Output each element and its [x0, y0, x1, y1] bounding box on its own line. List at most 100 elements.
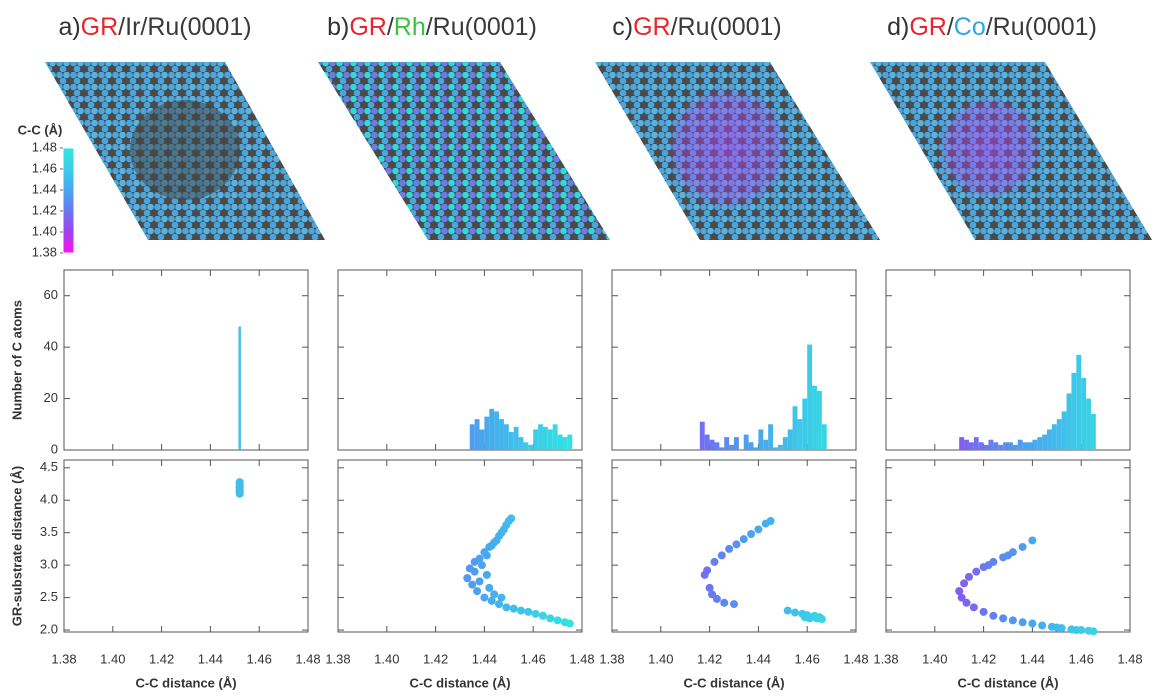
- y-tick-label: 4.0: [40, 492, 58, 507]
- histogram-bar: [734, 437, 739, 450]
- histogram-plot: [885, 269, 1131, 451]
- histogram-bar: [719, 447, 725, 450]
- plot-frame: [885, 459, 1131, 633]
- histogram-plot: 0 20 40 60 Number of C atoms: [9, 269, 309, 456]
- x-tick-label: 1.42: [149, 651, 174, 666]
- x-axis-title: C-C distance (Å): [957, 675, 1058, 690]
- histogram-bar: [1003, 442, 1008, 450]
- histogram-bar: [729, 444, 734, 450]
- scatter-point: [725, 544, 734, 553]
- histogram-bar: [1042, 434, 1048, 450]
- x-tick-label: 1.46: [247, 651, 272, 666]
- scatter-point: [480, 593, 489, 602]
- colorbar: [62, 147, 75, 254]
- histogram-bar: [1037, 437, 1043, 450]
- scatter-point: [1004, 551, 1012, 560]
- histogram-bar: [1086, 398, 1091, 450]
- x-tick-label: 1.40: [648, 651, 673, 666]
- histogram-bar: [1017, 439, 1023, 450]
- y-axis-title: GR-substrate distance (Å): [9, 466, 24, 626]
- colorbar-tick-label: 1.44: [32, 181, 57, 196]
- histogram-bar: [1047, 429, 1052, 450]
- scatter-point: [482, 551, 491, 560]
- histogram-bar: [1032, 439, 1038, 450]
- histogram-bar: [787, 429, 793, 450]
- scatter-point: [470, 567, 479, 576]
- scatter-point: [783, 606, 792, 615]
- scatter-point: [955, 587, 964, 596]
- x-tick-label: 1.38: [873, 651, 898, 666]
- scatter-point: [524, 607, 533, 616]
- histogram-bar: [1056, 419, 1062, 450]
- scatter-point: [960, 579, 969, 588]
- x-tick-label: 1.42: [697, 651, 722, 666]
- x-axis-title: C-C distance (Å): [135, 675, 236, 690]
- histogram-bar: [704, 434, 710, 450]
- histogram-bar: [513, 426, 519, 450]
- lattice-a-center: [130, 100, 240, 200]
- histogram-bar: [508, 432, 514, 450]
- scatter-point: [473, 587, 482, 596]
- scatter-point: [482, 570, 491, 579]
- scatter-point: [1018, 618, 1027, 627]
- colorbar-tick-label: 1.40: [32, 223, 57, 238]
- histogram-bar: [547, 429, 553, 450]
- histogram-bar: [238, 326, 241, 450]
- histogram-bar: [1090, 414, 1096, 450]
- histogram-bar: [484, 416, 490, 450]
- histogram-bar: [816, 390, 822, 450]
- scatter-plot: 1.38 1.40 1.42 1.44 1.46 1.48 C-C distance (Å): [873, 459, 1143, 690]
- x-tick-label: 1.38: [51, 651, 76, 666]
- histogram-bar: [552, 424, 558, 450]
- y-tick-label: 3.5: [40, 524, 58, 539]
- histogram-bar: [1081, 378, 1087, 450]
- scatter-point: [475, 554, 484, 563]
- scatter-point: [509, 604, 518, 613]
- histogram-bar: [998, 444, 1004, 450]
- panel-title: a)GR/Ir/Ru(0001): [58, 13, 251, 41]
- x-tick-label: 1.44: [472, 651, 497, 666]
- scatter-point: [463, 574, 472, 583]
- histogram-bar: [797, 419, 803, 450]
- scatter-point: [497, 528, 506, 537]
- scatter-point: [754, 525, 763, 534]
- histogram-bar: [802, 398, 808, 450]
- scatter-point: [984, 561, 993, 570]
- histogram-bar: [494, 411, 500, 450]
- scatter-point: [517, 606, 525, 615]
- scatter-point: [710, 557, 719, 566]
- x-tick-label: 1.46: [521, 651, 546, 666]
- histogram-bar: [763, 439, 769, 450]
- x-tick-label: 1.48: [843, 651, 868, 666]
- histogram-bar: [714, 442, 720, 450]
- lattice-images: [45, 62, 1152, 240]
- scatter-point: [487, 596, 496, 605]
- histogram-bar: [1027, 442, 1033, 450]
- title-part: GR: [909, 13, 947, 41]
- scatter-point: [1072, 626, 1081, 635]
- histogram-bar: [503, 424, 509, 450]
- x-tick-label: 1.40: [100, 651, 125, 666]
- scatter-point: [999, 614, 1008, 623]
- histogram-bar: [964, 439, 969, 450]
- scatter-point: [487, 541, 496, 550]
- scatter-point: [477, 561, 486, 570]
- y-tick-label: 3.0: [40, 557, 58, 572]
- histogram-bar: [1061, 411, 1067, 450]
- y-tick-label: 2.5: [40, 589, 58, 604]
- scatter-point: [538, 611, 547, 620]
- scatter-point: [490, 590, 499, 599]
- scatter-point: [475, 577, 484, 586]
- scatter-point: [732, 540, 741, 549]
- y-tick-label: 60: [44, 287, 58, 302]
- scatter-point: [497, 593, 506, 602]
- histogram-bar: [1022, 442, 1028, 450]
- title-part: GR: [81, 13, 119, 41]
- x-tick-label: 1.38: [599, 651, 624, 666]
- histogram-bar: [528, 444, 534, 450]
- histogram-bar: [1012, 444, 1018, 450]
- x-tick-label: 1.48: [295, 651, 320, 666]
- histogram-bar: [499, 419, 504, 450]
